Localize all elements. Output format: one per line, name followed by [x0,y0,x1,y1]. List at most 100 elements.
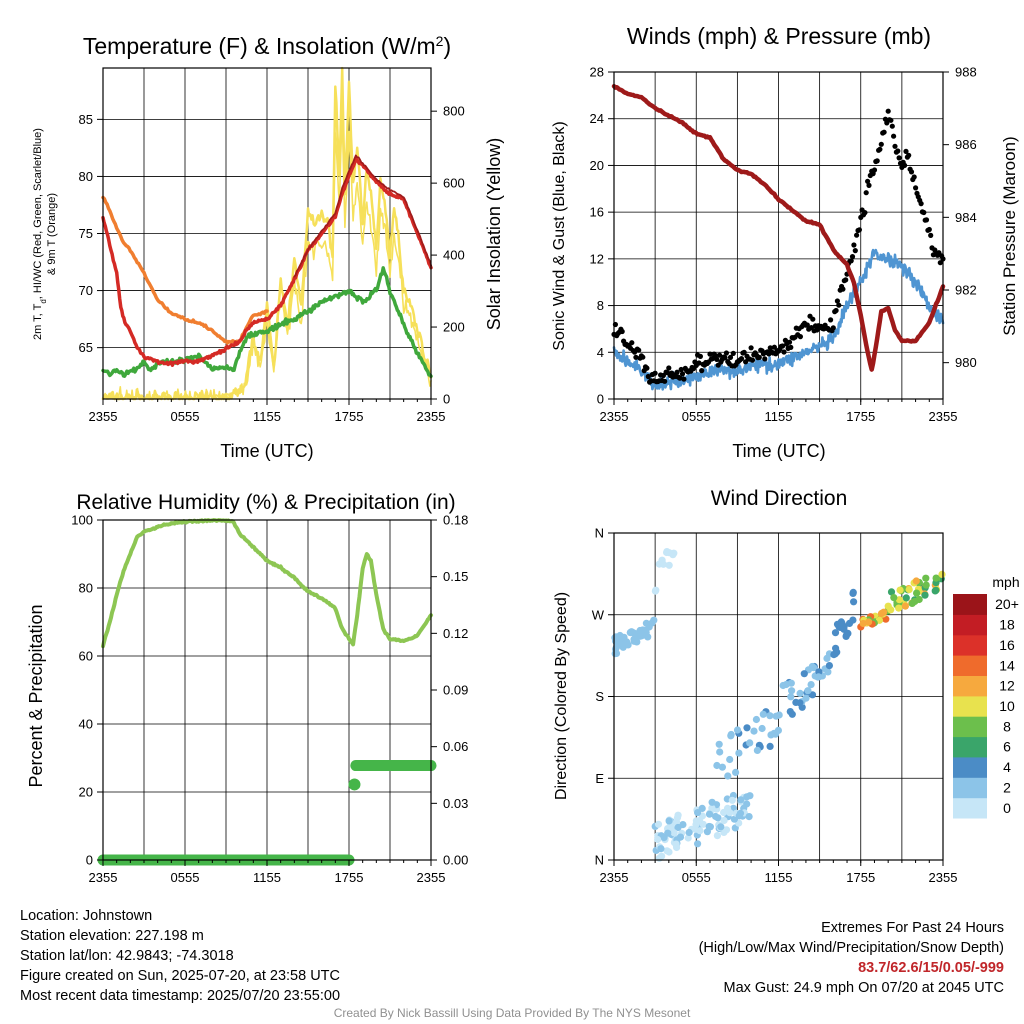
direction-point [824,668,832,676]
direction-point [665,817,673,825]
gust-point [926,226,932,233]
direction-point [849,588,857,597]
gust-point [652,370,658,376]
winds-xlabel: Time (UTC) [732,441,825,461]
direction-point [788,710,796,718]
y2-tick-label: 0.18 [443,513,468,528]
y2-tick-label: 400 [443,248,465,263]
direction-point [735,749,743,757]
direction-point [850,598,858,606]
extremes-title: Extremes For Past 24 Hours [821,920,1004,936]
direction-point [815,673,823,681]
gust-point [852,248,858,254]
x-tick-label: 1155 [253,870,281,885]
y-tick-label: 28 [590,65,604,80]
gust-point [797,334,804,340]
temperature-ticks: 2355 0555 1155 1755 2355 65 70 75 80 85 0 200 400 600… [79,104,465,424]
direction-title: Wind Direction [711,487,848,510]
y2-tick-label: 982 [955,283,977,298]
y-tick-label: 75 [79,226,93,241]
direction-point [887,606,895,614]
gust-point [871,167,878,173]
gust-point [828,317,834,323]
direction-point [632,634,640,642]
gust-point [762,356,768,362]
colorbar-swatch [953,716,987,738]
gust-point [629,340,635,346]
colorbar-label: 14 [999,657,1015,673]
gust-point [892,143,898,149]
colorbar-swatch [953,756,987,778]
direction-point [804,687,812,695]
gust-point [741,349,747,355]
direction-point [890,594,898,602]
extremes-desc: (High/Low/Max Wind/Precipitation/Snow De… [698,940,1004,956]
heat-index-line [293,154,432,278]
colorbar-swatch [953,594,987,615]
gust-point [723,350,730,356]
direction-point [713,761,721,770]
gust-point [644,365,650,371]
direction-point [896,586,904,594]
gust-point [749,357,756,363]
direction-point [895,604,903,612]
extremes-values: 83.7/62.6/15/0.05/-999 [858,960,1004,976]
direction-point [694,809,702,817]
x-tick-label: 2355 [929,870,958,885]
direction-point [796,699,804,707]
direction-point [712,812,720,821]
y2-tick-label: 0.06 [443,739,468,754]
colorbar-label: 18 [999,617,1015,633]
direction-point [743,724,751,732]
figure-created: Figure created on Sun, 2025-07-20, at 23… [20,968,340,984]
direction-ylabel: Direction (Colored By Speed) [553,592,570,800]
direction-point [921,591,929,599]
direction-point [726,755,734,764]
gust-point [843,277,849,283]
gust-point [830,325,836,331]
y-tick-label: 40 [79,717,93,732]
direction-point [624,641,632,649]
colorbar-label: 6 [1003,739,1011,755]
colorbar-swatch [953,675,987,697]
direction-points [611,548,946,862]
direction-point [766,742,774,751]
gust-point [863,190,869,196]
credit-line: Created By Nick Bassill Using Data Provi… [333,1006,691,1020]
direction-point [831,629,840,637]
y-tick-label: 0 [86,853,93,868]
y-tick-label: 20 [590,158,604,173]
direction-point [665,848,673,856]
colorbar-swatch [953,634,987,656]
x-tick-label: 1755 [846,870,875,885]
direction-point [932,586,940,594]
y-tick-label: E [595,771,604,786]
direction-point [887,588,896,596]
direction-point [637,628,645,636]
y2-tick-label: 800 [443,104,465,119]
direction-grid [614,532,943,861]
gust-point [921,209,927,216]
gust-point [722,355,728,361]
gust-point [923,217,930,223]
direction-point [685,828,693,837]
colorbar-label: 10 [999,698,1015,714]
pressure-line [611,83,946,372]
direction-ticks: 2355 0555 1155 1755 2355 N E S W N [592,526,958,886]
y2-tick-label: 980 [955,355,977,370]
direction-point [684,834,692,842]
direction-point [915,595,923,604]
direction-point [722,826,731,834]
y2-tick-label: 0.15 [443,569,468,584]
temperature-line [101,156,433,367]
gust-point [911,174,917,180]
colorbar-label: 12 [999,678,1015,694]
direction-point [807,681,815,689]
wind-line [612,248,945,391]
winds-series [611,83,946,391]
direction-point [717,823,725,831]
gust-point [851,242,857,248]
y-tick-label: N [595,526,604,541]
y-tick-label: 20 [79,785,93,800]
direction-point [642,631,650,640]
